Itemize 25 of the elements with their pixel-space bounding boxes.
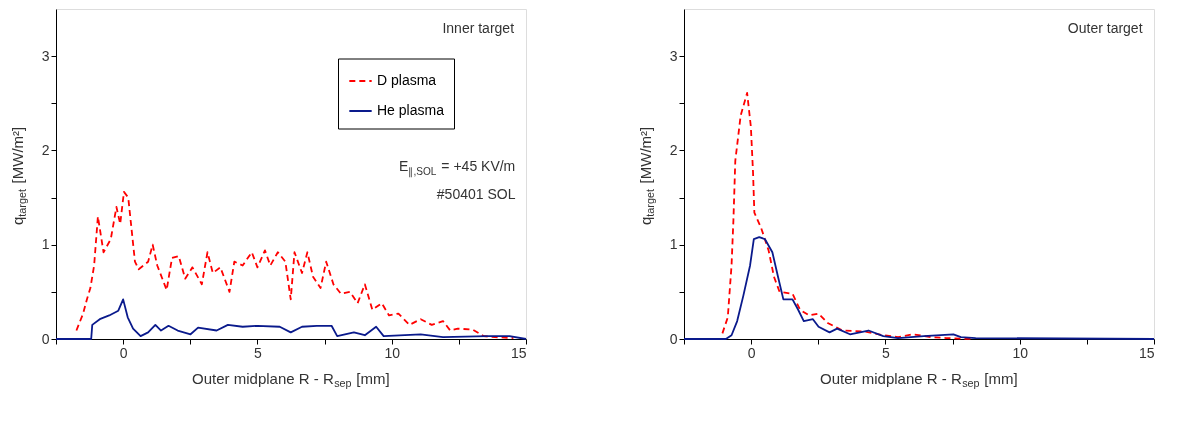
x-tick-label: 10 (1012, 344, 1029, 361)
y-tick-label: 1 (41, 236, 50, 253)
x-tick-label: 5 (254, 344, 263, 361)
y-tick-label: 2 (669, 141, 678, 158)
annotation: #50401 SOL (436, 186, 516, 203)
legend-label: He plasma (377, 102, 445, 118)
annotation: Inner target (442, 19, 515, 36)
line-series (721, 92, 973, 340)
x-tick-label: 10 (384, 344, 401, 361)
x-tick-label: 15 (510, 344, 527, 361)
y-tick-label: 2 (41, 141, 50, 158)
line-series (75, 191, 515, 339)
y-tick-label: 3 (41, 47, 50, 64)
x-tick-label: 15 (1138, 344, 1155, 361)
legend-label: D plasma (377, 72, 437, 88)
y-tick-label: 0 (41, 330, 50, 347)
y-axis-title: qtarget [MW/m²] (9, 126, 28, 225)
x-tick-label: 0 (747, 344, 756, 361)
y-tick-label: 1 (669, 236, 678, 253)
y-axis-title: qtarget [MW/m²] (637, 126, 656, 225)
annotation: Outer target (1067, 19, 1143, 36)
x-tick-label: 0 (119, 344, 128, 361)
y-tick-label: 3 (669, 47, 678, 64)
y-tick-label: 0 (669, 330, 678, 347)
x-tick-label: 5 (882, 344, 891, 361)
